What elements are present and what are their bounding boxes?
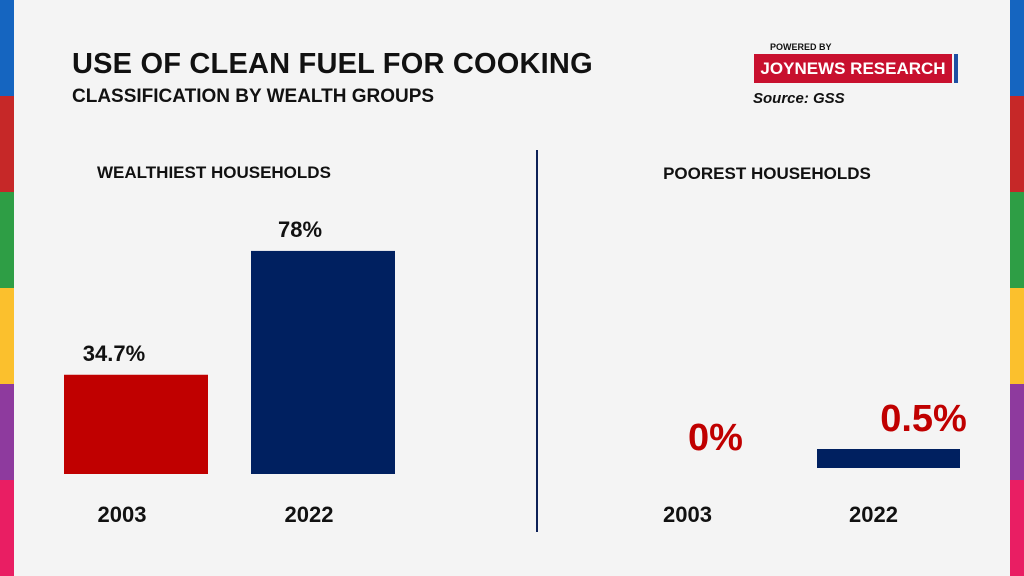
poorest-value-label-2003: 0% bbox=[688, 417, 743, 459]
right-color-stripe bbox=[1010, 0, 1024, 576]
edge-stripe-5 bbox=[1010, 384, 1024, 480]
wealthiest-bar-2022 bbox=[251, 250, 395, 474]
edge-stripe-3 bbox=[0, 192, 14, 288]
edge-stripe-5 bbox=[0, 384, 14, 480]
edge-stripe-2 bbox=[1010, 96, 1024, 192]
panel-divider bbox=[536, 150, 538, 532]
poorest-category-label-2003: 2003 bbox=[663, 502, 712, 527]
poorest-category-label-2022: 2022 bbox=[849, 502, 898, 527]
powered-by-label: POWERED BY bbox=[770, 42, 832, 52]
edge-stripe-4 bbox=[1010, 288, 1024, 384]
left-color-stripe bbox=[0, 0, 14, 576]
edge-stripe-6 bbox=[1010, 480, 1024, 576]
brand-logo-accent bbox=[954, 54, 958, 83]
poorest-bar-2022 bbox=[817, 449, 960, 468]
edge-stripe-2 bbox=[0, 96, 14, 192]
wealthiest-category-label-2022: 2022 bbox=[285, 502, 334, 527]
edge-stripe-6 bbox=[0, 480, 14, 576]
edge-stripe-3 bbox=[1010, 192, 1024, 288]
edge-stripe-1 bbox=[0, 0, 14, 96]
edge-stripe-4 bbox=[0, 288, 14, 384]
wealthiest-bar-2003 bbox=[64, 374, 208, 474]
source-label: Source: GSS bbox=[753, 90, 845, 107]
edge-stripe-1 bbox=[1010, 0, 1024, 96]
brand-logo: JOYNEWS RESEARCH bbox=[754, 54, 952, 83]
poorest-chart-title: POOREST HOUSEHOLDS bbox=[663, 164, 871, 183]
wealthiest-category-label-2003: 2003 bbox=[98, 502, 147, 527]
wealthiest-value-label-2003: 34.7% bbox=[83, 341, 145, 366]
poorest-value-label-2022: 0.5% bbox=[880, 398, 967, 440]
page-title: USE OF CLEAN FUEL FOR COOKING bbox=[72, 48, 593, 80]
wealthiest-value-label-2022: 78% bbox=[278, 217, 322, 242]
wealthiest-chart-title: WEALTHIEST HOUSEHOLDS bbox=[97, 163, 331, 182]
page-subtitle: CLASSIFICATION BY WEALTH GROUPS bbox=[72, 86, 435, 107]
